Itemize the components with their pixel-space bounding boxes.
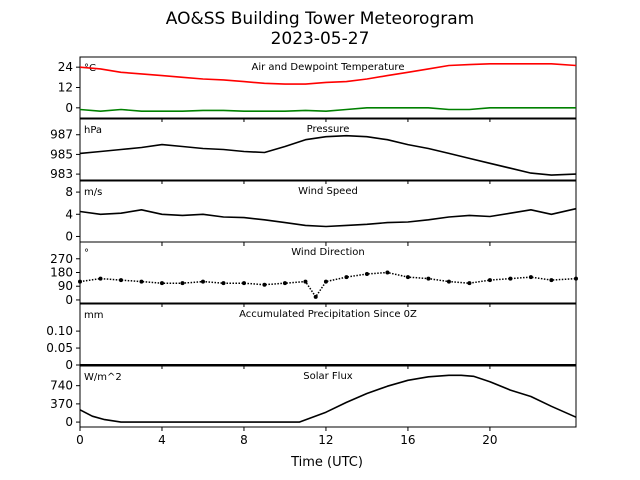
y-tick-label: 740 (50, 379, 73, 393)
data-point (139, 279, 144, 284)
x-tick-label: 20 (482, 433, 497, 447)
x-tick-label: 12 (318, 433, 333, 447)
panel-unit: W/m^2 (84, 372, 122, 383)
panel-3: 8 4 0 m/s Wind Speed (65, 180, 577, 246)
data-point (364, 272, 369, 277)
y-tick-label: 370 (50, 397, 73, 411)
y-tick-label: 24 (58, 60, 73, 74)
series-line (79, 134, 577, 176)
x-axis-label: Time (UTC) (290, 455, 363, 470)
data-point (221, 281, 226, 286)
y-tick-label: 0.05 (46, 341, 73, 355)
panel-unit: m/s (84, 187, 102, 198)
panel-2: 987 985 983 hPa Pressure (50, 118, 577, 184)
series-line (79, 374, 577, 423)
panel-title: Pressure (307, 124, 350, 135)
series-line (79, 271, 577, 299)
panel-title: Solar Flux (303, 371, 353, 382)
data-point (118, 278, 123, 283)
y-tick-label: 8 (65, 185, 73, 199)
chart-title: AO&SS Building Tower Meteorogram (166, 9, 474, 29)
data-point (282, 281, 287, 286)
data-point (262, 282, 267, 287)
x-tick-label: 8 (240, 433, 248, 447)
y-tick-label: 0 (65, 101, 73, 115)
series-line (79, 107, 576, 112)
data-point (241, 281, 246, 286)
data-point (528, 275, 533, 280)
data-point (574, 276, 578, 281)
x-tick-label: 4 (158, 433, 166, 447)
panel-unit: hPa (84, 125, 102, 136)
chart-subtitle: 2023-05-27 (271, 29, 370, 49)
y-tick-label: 0 (65, 358, 73, 372)
x-tick-label: 16 (400, 433, 415, 447)
panel-6: 740 370 0 W/m^2 Solar Flux (50, 365, 577, 431)
y-tick-label: 180 (50, 266, 73, 280)
data-point (549, 278, 554, 283)
y-tick-label: 0.10 (46, 324, 73, 338)
x-tick-label: 0 (76, 433, 84, 447)
panel-5: 0.10 0.05 0 mm Accumulated Precipitation Sin… (46, 303, 577, 372)
y-tick-label: 4 (65, 207, 73, 221)
y-tick-label: 12 (58, 81, 73, 95)
data-point (487, 278, 492, 283)
panel-title: Wind Direction (291, 247, 365, 258)
y-tick-label: 270 (50, 252, 73, 266)
panel-unit: mm (84, 310, 103, 321)
y-tick-label: 985 (50, 147, 73, 161)
series-line (79, 207, 577, 228)
y-tick-label: 983 (50, 167, 73, 181)
panel-title: Wind Speed (298, 186, 358, 197)
data-point (508, 276, 513, 281)
y-tick-label: 0 (65, 229, 73, 243)
y-tick-label: 90 (58, 279, 73, 293)
y-tick-label: 0 (65, 415, 73, 429)
data-point (98, 276, 103, 281)
y-tick-label: 0 (65, 293, 73, 307)
series-line (79, 62, 577, 85)
panel-frame (79, 365, 577, 428)
panel-frame (79, 118, 577, 181)
panel-title: Air and Dewpoint Temperature (252, 62, 405, 73)
panel-title: Accumulated Precipitation Since 0Z (239, 309, 417, 320)
panel-unit: ° (84, 248, 89, 259)
data-point (78, 279, 82, 284)
y-tick-label: 987 (50, 128, 73, 142)
